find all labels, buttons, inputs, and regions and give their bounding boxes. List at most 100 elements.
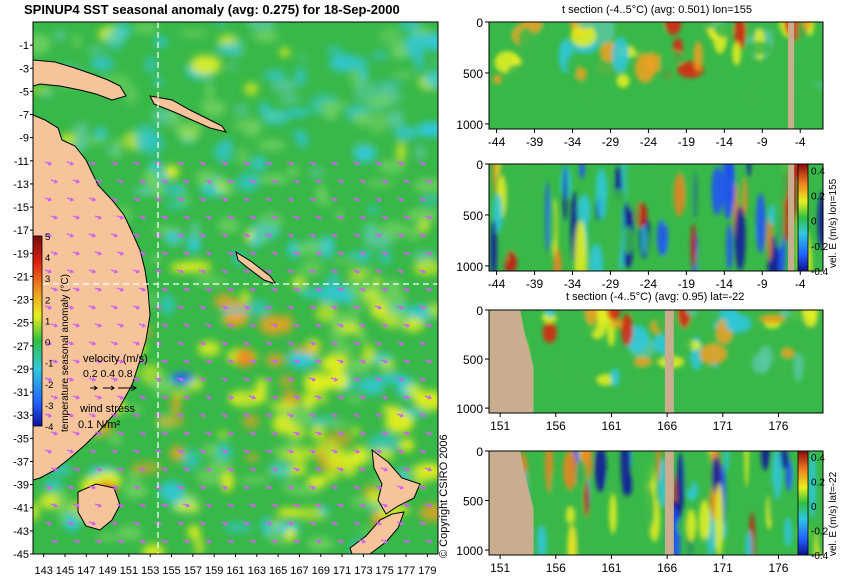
wind-stress-arrow xyxy=(286,341,295,346)
wind-stress-arrow xyxy=(396,341,405,346)
wind-stress-arrow xyxy=(226,359,235,364)
anomaly-blob xyxy=(134,185,156,197)
section-blob xyxy=(656,451,661,483)
wind-stress-arrow xyxy=(220,377,229,382)
wind-stress-arrow xyxy=(182,359,191,364)
anomaly-blob xyxy=(226,64,238,71)
section-blob xyxy=(664,50,685,66)
wind-stress-arrow xyxy=(242,197,251,202)
wind-stress-arrow xyxy=(308,161,317,166)
wind-stress-arrow xyxy=(264,449,273,454)
wind-stress-arrow xyxy=(154,197,163,202)
wind-stress-arrow xyxy=(424,503,433,508)
wind-stress-arrow xyxy=(182,503,191,508)
map-x-tick-label: 171 xyxy=(333,565,351,577)
wind-stress-arrow xyxy=(374,197,383,202)
anomaly-blob xyxy=(323,199,332,207)
wind-stress-arrow xyxy=(132,341,141,346)
temperature-colorbar-tick-label: 0 xyxy=(45,338,50,349)
wind-stress-arrow xyxy=(248,179,257,184)
anomaly-blob xyxy=(220,307,248,315)
nz-north-island-land xyxy=(371,448,421,515)
anomaly-blob xyxy=(398,22,421,30)
anomaly-blob xyxy=(72,124,83,131)
wind-stress-arrow xyxy=(204,467,213,472)
wind-stress-arrow xyxy=(220,233,229,238)
section-x-tick-label: -29 xyxy=(602,135,620,149)
wind-stress-arrow xyxy=(44,197,53,202)
wind-stress-arrow xyxy=(116,359,125,364)
wind-stress-arrow xyxy=(116,215,125,220)
temperature-colorbar-tick-label: 4 xyxy=(45,253,50,264)
anomaly-blob xyxy=(353,82,378,102)
wind-stress-arrow xyxy=(176,269,185,274)
anomaly-blob xyxy=(314,285,340,301)
wind-stress-arrow xyxy=(226,251,235,256)
anomaly-blob xyxy=(156,417,186,426)
anomaly-blob xyxy=(396,141,406,163)
section-x-tick-label: -39 xyxy=(526,135,544,149)
section-blob xyxy=(620,451,631,497)
wind-stress-arrow xyxy=(264,161,273,166)
wind-stress-arrow xyxy=(308,233,317,238)
anomaly-blob xyxy=(124,85,139,106)
wind-stress-arrow xyxy=(154,269,163,274)
wind-stress-arrow xyxy=(330,449,339,454)
section-blob xyxy=(579,164,585,179)
anomaly-blob xyxy=(213,293,236,310)
wind-stress-arrow xyxy=(94,215,103,220)
anomaly-blob xyxy=(378,27,403,45)
wind-stress-arrow xyxy=(50,359,59,364)
wind-stress-arrow xyxy=(116,179,125,184)
wind-stress-arrow xyxy=(220,449,229,454)
anomaly-blob xyxy=(392,70,415,79)
wind-stress-arrow xyxy=(94,467,103,472)
section-blob xyxy=(802,22,812,30)
section-blob xyxy=(726,223,733,271)
wind-stress-arrow xyxy=(198,377,207,382)
section-blob xyxy=(517,27,535,55)
wind-stress-arrow xyxy=(402,539,411,544)
temperature-colorbar-tick-label: 5 xyxy=(45,232,50,243)
wind-stress-arrow xyxy=(270,323,279,328)
section-x-tick-label: 156 xyxy=(546,561,566,575)
anomaly-blob xyxy=(371,276,384,286)
anomaly-blob xyxy=(394,125,418,141)
anomaly-blob xyxy=(315,184,328,205)
wind-stress-arrow xyxy=(44,413,53,418)
anomaly-blob xyxy=(426,126,438,133)
wind-stress-arrow xyxy=(286,521,295,526)
anomaly-blob xyxy=(242,414,260,429)
section-frame xyxy=(488,309,824,414)
wind-stress-arrow xyxy=(132,197,141,202)
wind-stress-arrow xyxy=(66,305,75,310)
wind-stress-arrow xyxy=(94,359,103,364)
anomaly-blob xyxy=(290,454,308,471)
wind-stress-arrow xyxy=(292,359,301,364)
wind-stress-arrow xyxy=(88,305,97,310)
temperature-colorbar-tick-label: -2 xyxy=(45,380,53,391)
wind-stress-arrow xyxy=(424,395,433,400)
wind-stress-arrow xyxy=(72,179,81,184)
anomaly-blob xyxy=(413,462,438,480)
section-blob xyxy=(577,194,591,227)
anomaly-blob xyxy=(325,45,343,55)
section-blob xyxy=(646,228,651,271)
anomaly-blob xyxy=(33,503,40,521)
wind-stress-arrow xyxy=(286,377,295,382)
section-continental-land xyxy=(489,451,534,555)
wind-stress-arrow xyxy=(198,449,207,454)
anomaly-blob xyxy=(420,196,438,205)
wind-stress-arrow xyxy=(138,215,147,220)
anomaly-blob xyxy=(368,432,399,453)
section-blob xyxy=(575,494,585,555)
wind-stress-arrow xyxy=(138,395,147,400)
anomaly-blob xyxy=(426,302,438,318)
wind-stress-arrow xyxy=(44,161,53,166)
map-x-tick-label: 147 xyxy=(77,565,95,577)
anomaly-blob xyxy=(97,533,120,542)
map-land-group xyxy=(33,59,421,554)
wind-stress-arrow xyxy=(110,521,119,526)
section-blob xyxy=(713,57,726,80)
wind-stress-arrow xyxy=(314,539,323,544)
